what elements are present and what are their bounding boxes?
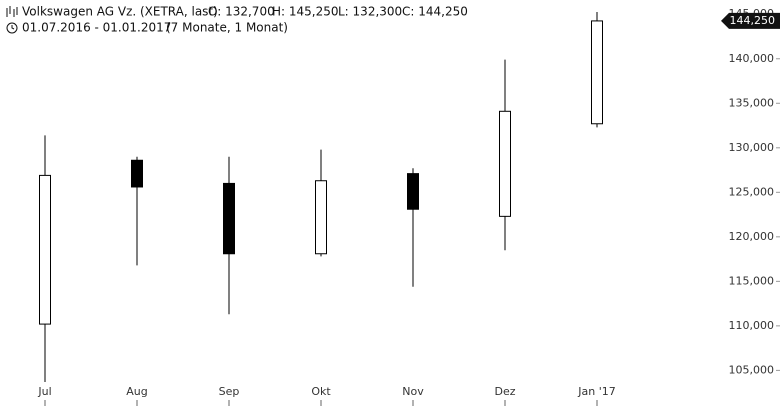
ohlc-label: O: 132,700 — [208, 5, 275, 19]
x-tick-label: Okt — [311, 385, 331, 398]
y-tick-label: 135,000 — [729, 96, 775, 109]
y-tick-label: 120,000 — [729, 230, 775, 243]
clock-icon — [6, 22, 18, 34]
x-tick-label: Nov — [402, 385, 424, 398]
x-tick-label: Jul — [37, 385, 51, 398]
x-tick-label: Dez — [494, 385, 515, 398]
ohlc-label: L: 132,300 — [338, 5, 402, 19]
ohlc-label: H: 145,250 — [272, 5, 339, 19]
candle-body — [591, 20, 603, 125]
candle-body — [39, 174, 51, 325]
candle-body — [407, 173, 419, 210]
last-price-label: 144,250 — [730, 14, 776, 27]
y-tick-label: 125,000 — [729, 185, 775, 198]
y-tick-label: 110,000 — [729, 319, 775, 332]
period: 01.07.2016 - 01.01.2017 — [22, 21, 171, 35]
y-tick-label: 105,000 — [729, 363, 775, 376]
ohlc-label: C: 144,250 — [402, 5, 468, 19]
chart-title: Volkswagen AG Vz. (XETRA, last) — [22, 5, 218, 19]
candle-body — [131, 159, 143, 188]
last-price-marker — [721, 12, 780, 29]
candle-body — [315, 180, 327, 255]
y-tick-label: 115,000 — [729, 274, 775, 287]
candle-body — [223, 182, 235, 255]
candle-body — [499, 110, 511, 217]
x-tick-label: Aug — [126, 385, 147, 398]
interval: (7 Monate, 1 Monat) — [166, 21, 288, 35]
x-tick-label: Jan '17 — [577, 385, 615, 398]
chart-icon — [6, 6, 18, 17]
y-tick-label: 130,000 — [729, 141, 775, 154]
x-tick-label: Sep — [219, 385, 240, 398]
y-tick-label: 140,000 — [729, 52, 775, 65]
